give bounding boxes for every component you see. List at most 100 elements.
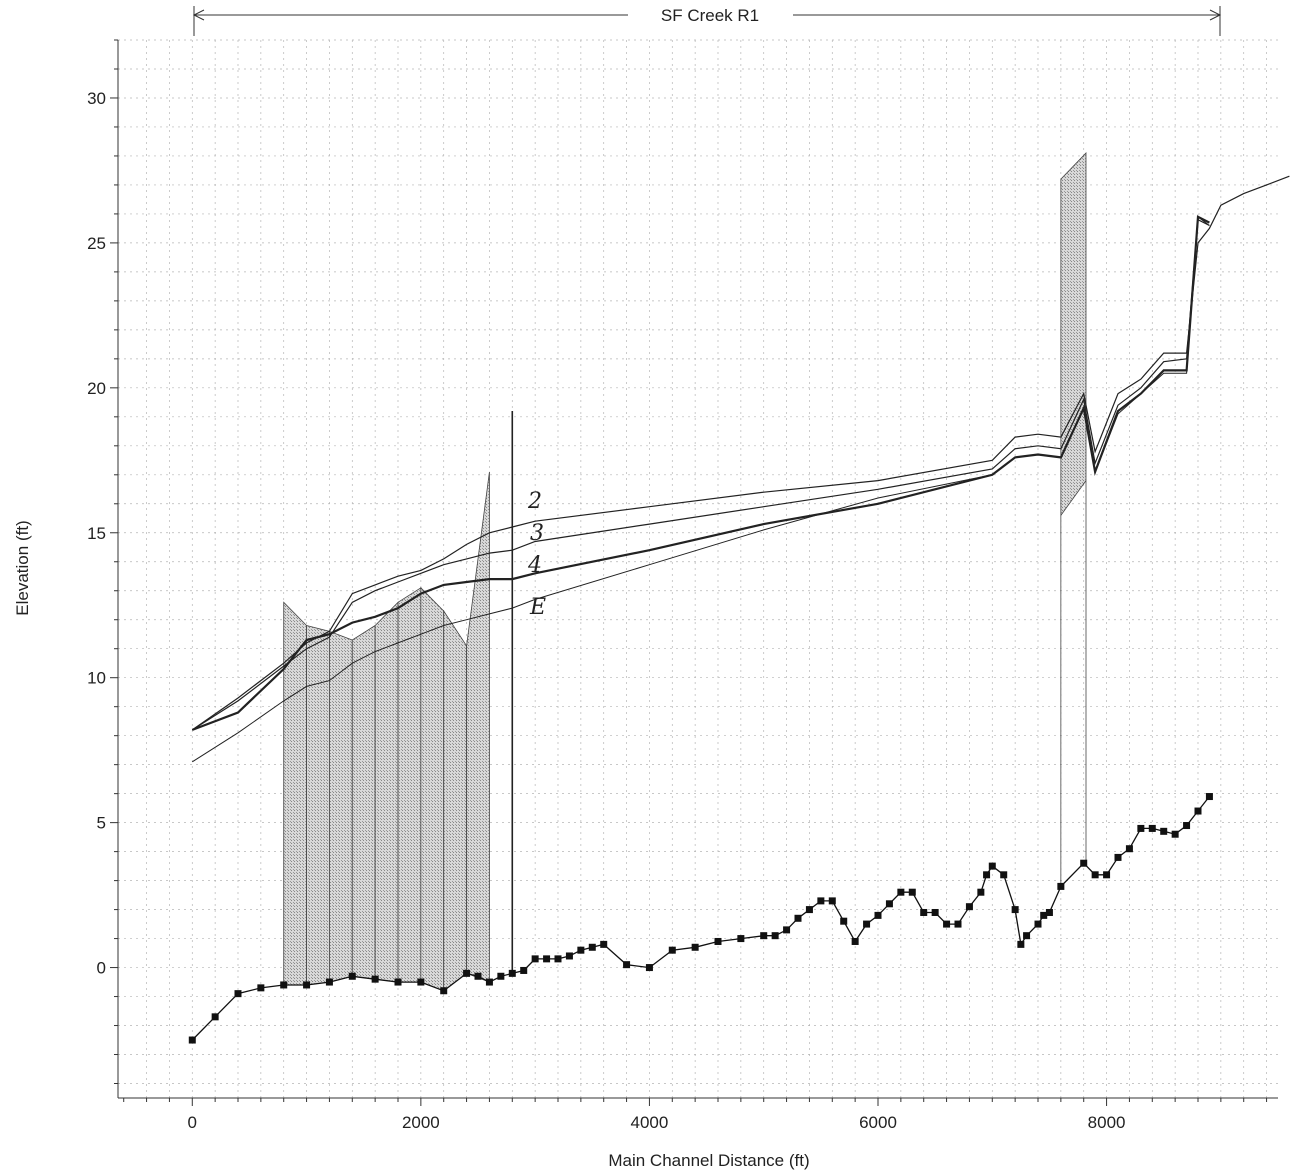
- ground-point: [485, 978, 493, 986]
- reach-label: SF Creek R1: [661, 6, 759, 25]
- ground-point: [1171, 830, 1179, 838]
- ground-point: [623, 961, 631, 969]
- y-tick-label: 30: [87, 89, 106, 108]
- reach-indicator: SF Creek R1: [192, 6, 1222, 36]
- ground-point: [840, 917, 848, 925]
- ground-point: [954, 920, 962, 928]
- ground-point: [714, 937, 722, 945]
- ground-point: [577, 946, 585, 954]
- ground-point: [497, 972, 505, 980]
- ground-point: [1057, 882, 1065, 890]
- handwritten-annotations: 2 3 4 E: [527, 489, 546, 620]
- ground-point: [474, 972, 482, 980]
- ground-point: [828, 897, 836, 905]
- ground-point: [668, 946, 676, 954]
- ground-point: [897, 888, 905, 896]
- ground-point: [348, 972, 356, 980]
- ground-point: [303, 981, 311, 989]
- ground-point: [691, 943, 699, 951]
- ground-point: [920, 908, 928, 916]
- annotation-3: 3: [530, 521, 544, 546]
- ground-point: [417, 978, 425, 986]
- ground-point: [851, 937, 859, 945]
- series-line-e: [192, 215, 1210, 763]
- ground-point: [977, 888, 985, 896]
- ground-point: [588, 943, 596, 951]
- ground-point: [565, 952, 573, 960]
- ground-point: [1091, 871, 1099, 879]
- ground-profile: [188, 793, 1213, 1044]
- ground-point: [1160, 827, 1168, 835]
- ground-point: [771, 932, 779, 940]
- ground-point: [908, 888, 916, 896]
- ground-point: [394, 978, 402, 986]
- bridge-deck: [420, 586, 445, 992]
- ground-point: [863, 920, 871, 928]
- ground-point: [508, 969, 516, 977]
- ground-point: [1040, 911, 1048, 919]
- ground-point: [1183, 822, 1191, 830]
- ground-point: [1017, 940, 1025, 948]
- series-line-4: [191, 215, 1210, 731]
- x-tick-label: 8000: [1088, 1113, 1126, 1132]
- ground-point: [520, 966, 528, 974]
- ground-point: [1034, 920, 1042, 928]
- y-tick-label: 5: [97, 814, 106, 833]
- ground-point: [1205, 793, 1213, 801]
- y-tick-label: 15: [87, 524, 106, 543]
- annotation-2: 2: [527, 489, 542, 514]
- ground-point: [737, 935, 745, 943]
- bridge-deck: [397, 587, 422, 983]
- bridge-deck: [374, 601, 399, 983]
- ground-point: [188, 1036, 196, 1044]
- ground-point: [1000, 871, 1008, 879]
- x-axis-label: Main Channel Distance (ft): [608, 1151, 809, 1170]
- ground-point: [1080, 859, 1088, 867]
- y-tick-label: 10: [87, 669, 106, 688]
- culvert-structure: [1060, 152, 1087, 517]
- annotation-e: E: [529, 595, 546, 620]
- ground-point: [257, 984, 265, 992]
- ground-point: [1045, 908, 1053, 916]
- x-tick-label: 4000: [631, 1113, 669, 1132]
- bridge-deck: [351, 624, 376, 980]
- ground-point: [983, 871, 991, 879]
- bridge-deck: [329, 630, 353, 983]
- x-tick-label: 0: [188, 1113, 197, 1132]
- ground-point: [234, 990, 242, 998]
- ground-point: [440, 987, 448, 995]
- ground-point: [817, 897, 825, 905]
- ground-point: [760, 932, 768, 940]
- ground-point: [943, 920, 951, 928]
- ground-point: [1125, 845, 1133, 853]
- ground-point: [645, 964, 653, 972]
- ground-point: [783, 926, 791, 934]
- ground-point: [1194, 807, 1202, 815]
- ground-point: [531, 955, 539, 963]
- bridge-deck: [306, 625, 330, 986]
- y-axis-label: Elevation (ft): [13, 520, 32, 615]
- x-tick-label: 6000: [859, 1113, 897, 1132]
- ground-point: [1137, 824, 1145, 832]
- annotation-4: 4: [527, 553, 542, 578]
- ground-point: [554, 955, 562, 963]
- ground-point: [280, 981, 288, 989]
- ground-point: [988, 862, 996, 870]
- ground-point: [874, 911, 882, 919]
- y-tick-label: 20: [87, 379, 106, 398]
- ground-point: [325, 978, 333, 986]
- bridge-deck: [443, 609, 467, 992]
- ground-point: [965, 903, 973, 911]
- ground-point: [794, 914, 802, 922]
- x-tick-label: 2000: [402, 1113, 440, 1132]
- ground-point: [931, 908, 939, 916]
- ground-point: [1023, 932, 1031, 940]
- series-line-3: [191, 218, 1210, 731]
- water-surface-series: [191, 175, 1290, 763]
- ground-point: [543, 955, 551, 963]
- ground-point: [371, 975, 379, 983]
- bridge-deck: [466, 471, 490, 983]
- y-tick-label: 25: [87, 234, 106, 253]
- ground-point: [1103, 871, 1111, 879]
